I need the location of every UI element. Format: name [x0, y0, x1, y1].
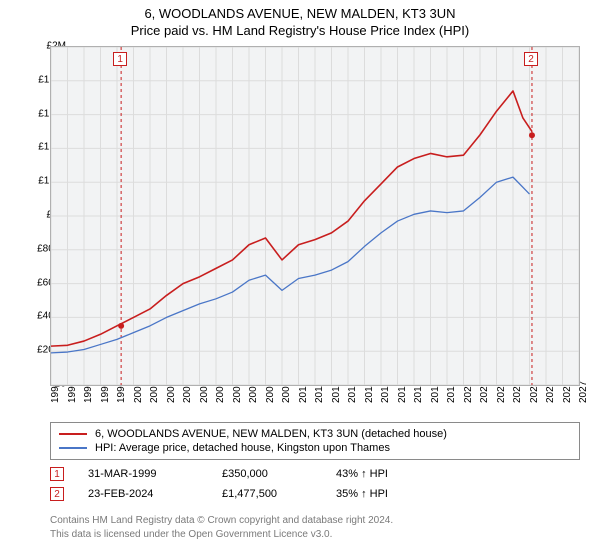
transaction-row: 2 23-FEB-2024 £1,477,500 35% ↑ HPI [50, 484, 580, 504]
chart-title-line1: 6, WOODLANDS AVENUE, NEW MALDEN, KT3 3UN [0, 0, 600, 21]
transaction-marker: 1 [50, 467, 64, 481]
chart-container: 6, WOODLANDS AVENUE, NEW MALDEN, KT3 3UN… [0, 0, 600, 560]
chart-title-line2: Price paid vs. HM Land Registry's House … [0, 21, 600, 42]
callout-marker: 2 [524, 52, 538, 66]
transaction-delta: 43% ↑ HPI [336, 468, 446, 480]
footer-line1: Contains HM Land Registry data © Crown c… [50, 514, 580, 528]
footer-line2: This data is licensed under the Open Gov… [50, 528, 580, 542]
legend-row: HPI: Average price, detached house, King… [59, 441, 571, 455]
callout-marker: 1 [113, 52, 127, 66]
transaction-price: £1,477,500 [222, 488, 312, 500]
transaction-date: 23-FEB-2024 [88, 488, 198, 500]
footer: Contains HM Land Registry data © Crown c… [50, 514, 580, 541]
legend-label: HPI: Average price, detached house, King… [95, 442, 390, 454]
legend-label: 6, WOODLANDS AVENUE, NEW MALDEN, KT3 3UN… [95, 428, 447, 440]
transaction-marker: 2 [50, 487, 64, 501]
legend-swatch [59, 433, 87, 435]
transaction-price: £350,000 [222, 468, 312, 480]
legend-swatch [59, 447, 87, 449]
transaction-row: 1 31-MAR-1999 £350,000 43% ↑ HPI [50, 464, 580, 484]
transaction-delta: 35% ↑ HPI [336, 488, 446, 500]
transaction-date: 31-MAR-1999 [88, 468, 198, 480]
plot-area [50, 46, 580, 386]
legend-row: 6, WOODLANDS AVENUE, NEW MALDEN, KT3 3UN… [59, 427, 571, 441]
transactions: 1 31-MAR-1999 £350,000 43% ↑ HPI 2 23-FE… [50, 464, 580, 504]
legend: 6, WOODLANDS AVENUE, NEW MALDEN, KT3 3UN… [50, 422, 580, 460]
plot-svg [51, 47, 579, 385]
